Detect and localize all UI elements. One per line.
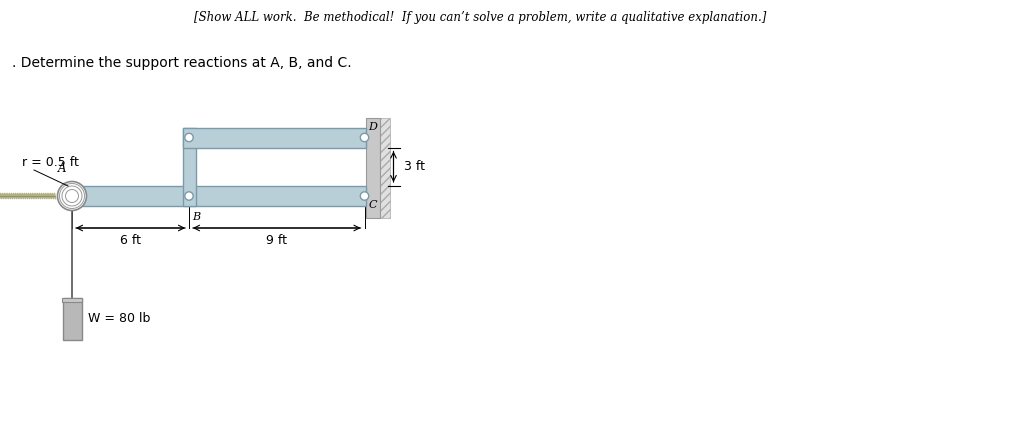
Circle shape (184, 133, 194, 142)
Circle shape (57, 182, 86, 210)
Text: r = 0.5 ft: r = 0.5 ft (22, 157, 79, 169)
Text: W = 80 lb: W = 80 lb (87, 313, 150, 325)
Bar (62, 298, 82, 340)
Text: [Show ALL work.  Be methodical!  If you can’t solve a problem, write a qualitati: [Show ALL work. Be methodical! If you ca… (194, 11, 766, 24)
Text: 9 ft: 9 ft (266, 234, 288, 247)
Circle shape (360, 133, 369, 142)
Bar (182, 127, 366, 147)
Circle shape (360, 192, 369, 200)
Bar (62, 298, 82, 302)
Bar (68, 186, 366, 206)
Text: D: D (369, 122, 378, 131)
Bar (182, 127, 196, 206)
Text: A: A (57, 162, 66, 175)
Circle shape (184, 192, 194, 200)
Text: B: B (193, 212, 200, 222)
Text: . Determine the support reactions at A, B, and C.: . Determine the support reactions at A, … (12, 56, 351, 70)
Text: C: C (369, 200, 377, 210)
Bar (366, 117, 380, 218)
Text: 6 ft: 6 ft (120, 234, 141, 247)
Bar (380, 117, 389, 218)
Text: 3 ft: 3 ft (403, 160, 425, 173)
